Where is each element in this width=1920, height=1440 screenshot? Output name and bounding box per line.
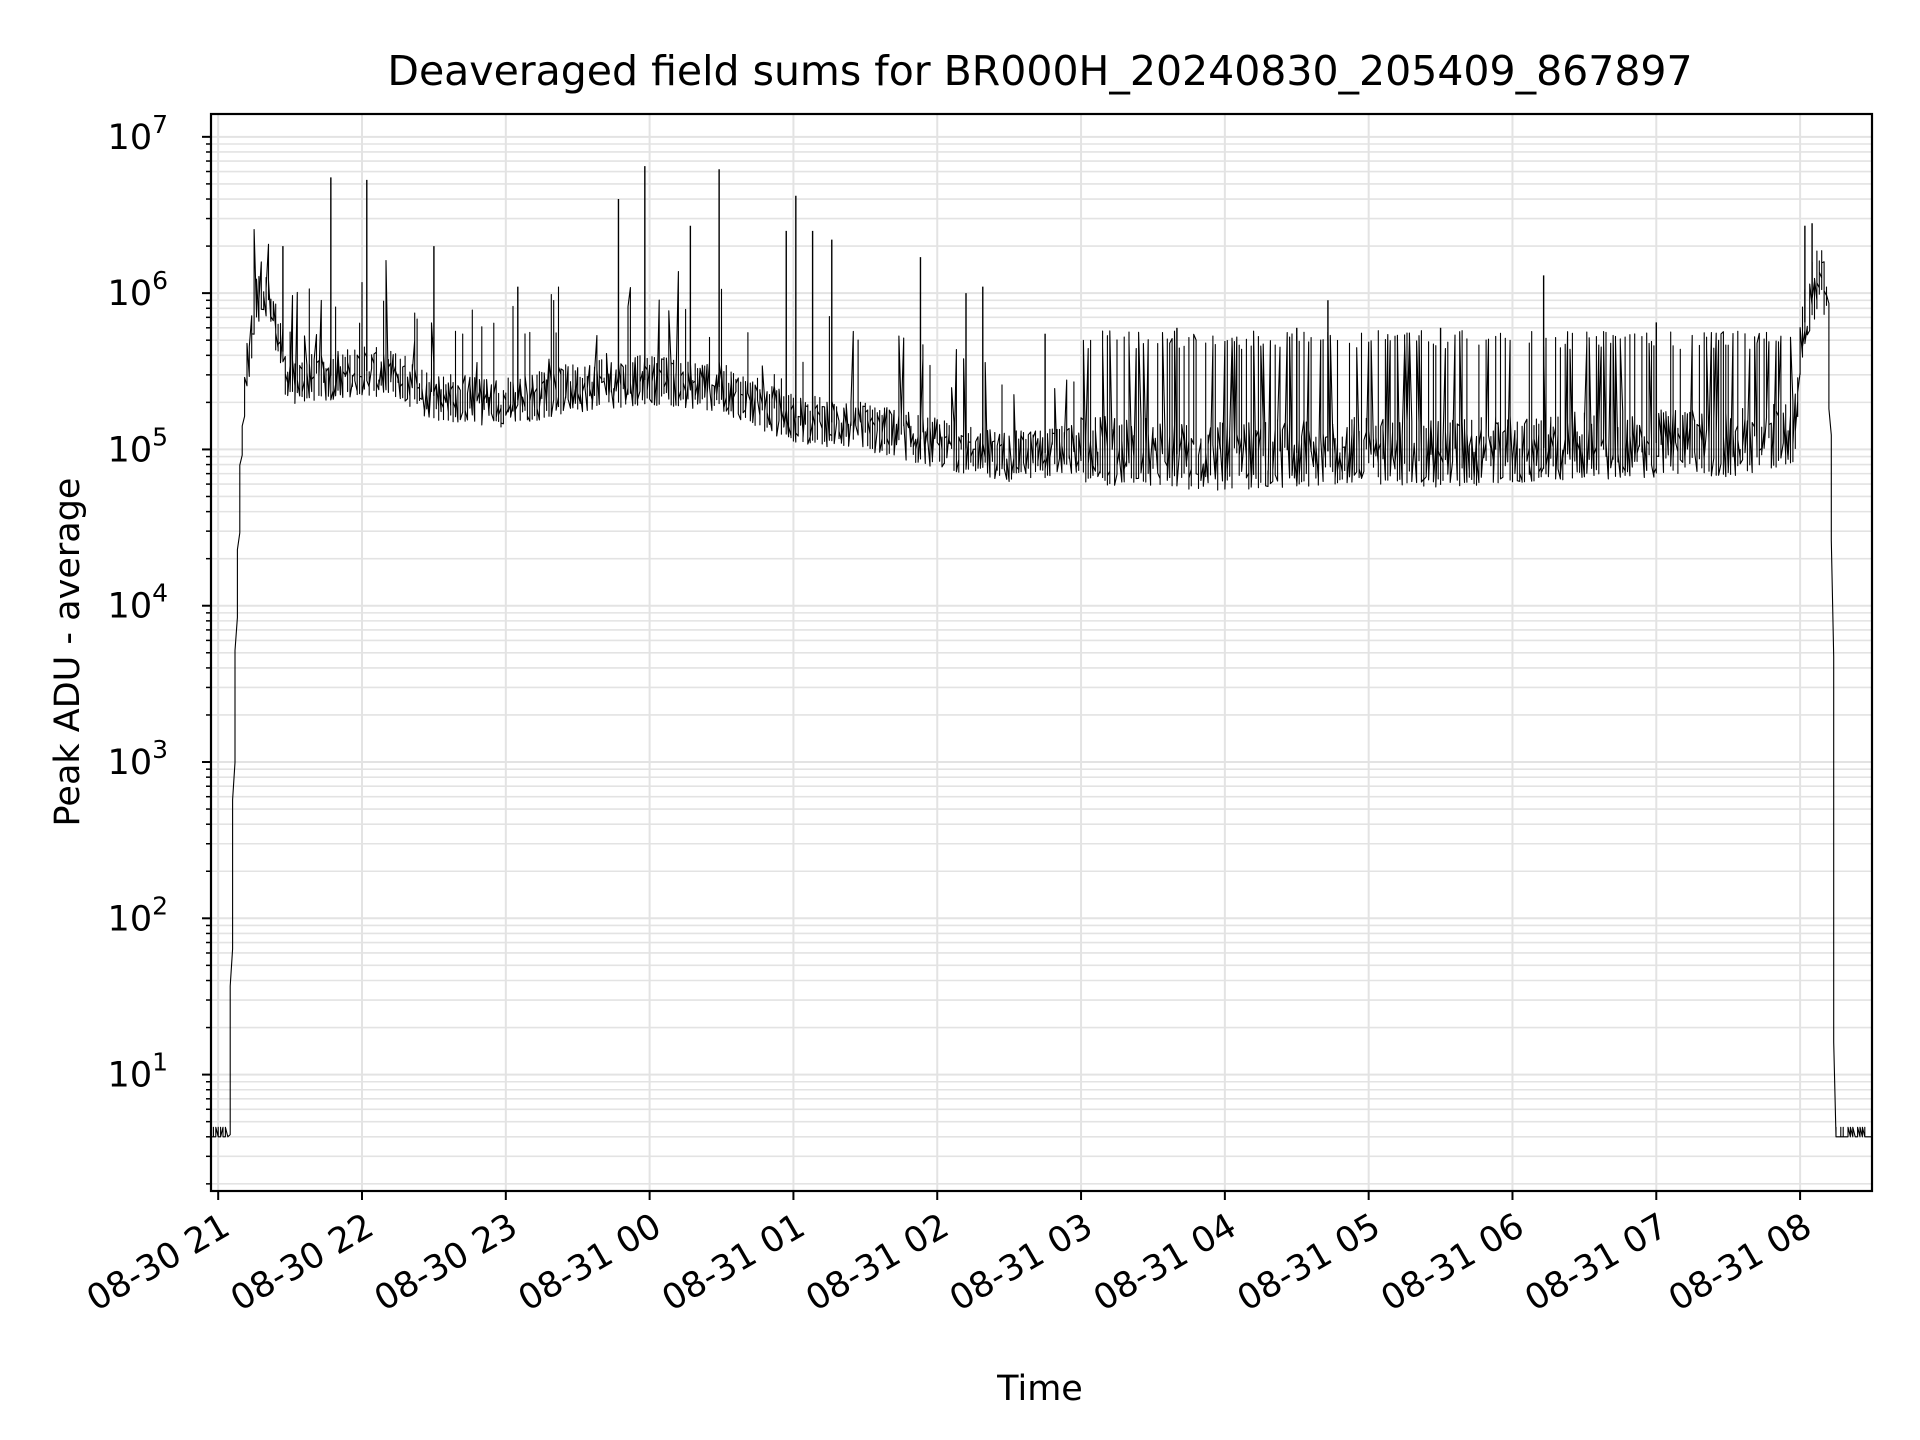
y-axis: 101 102 103 104 105 106 107 xyxy=(108,110,211,1185)
x-axis-label: Time xyxy=(996,1369,1083,1409)
y-tick-label: 106 xyxy=(108,266,168,314)
series-group xyxy=(211,166,1872,1138)
y-tick-label: 105 xyxy=(108,422,168,470)
y-tick-label: 107 xyxy=(108,110,168,158)
y-tick-label: 103 xyxy=(108,735,168,783)
y-tick-label: 102 xyxy=(108,891,168,939)
series-line xyxy=(211,228,1872,1138)
y-tick-label: 104 xyxy=(108,579,168,627)
y-tick-label: 101 xyxy=(108,1048,168,1096)
grid xyxy=(211,114,1872,1191)
y-axis-label: Peak ADU - average xyxy=(48,478,88,827)
chart-title: Deaveraged field sums for BR000H_2024083… xyxy=(387,47,1692,95)
